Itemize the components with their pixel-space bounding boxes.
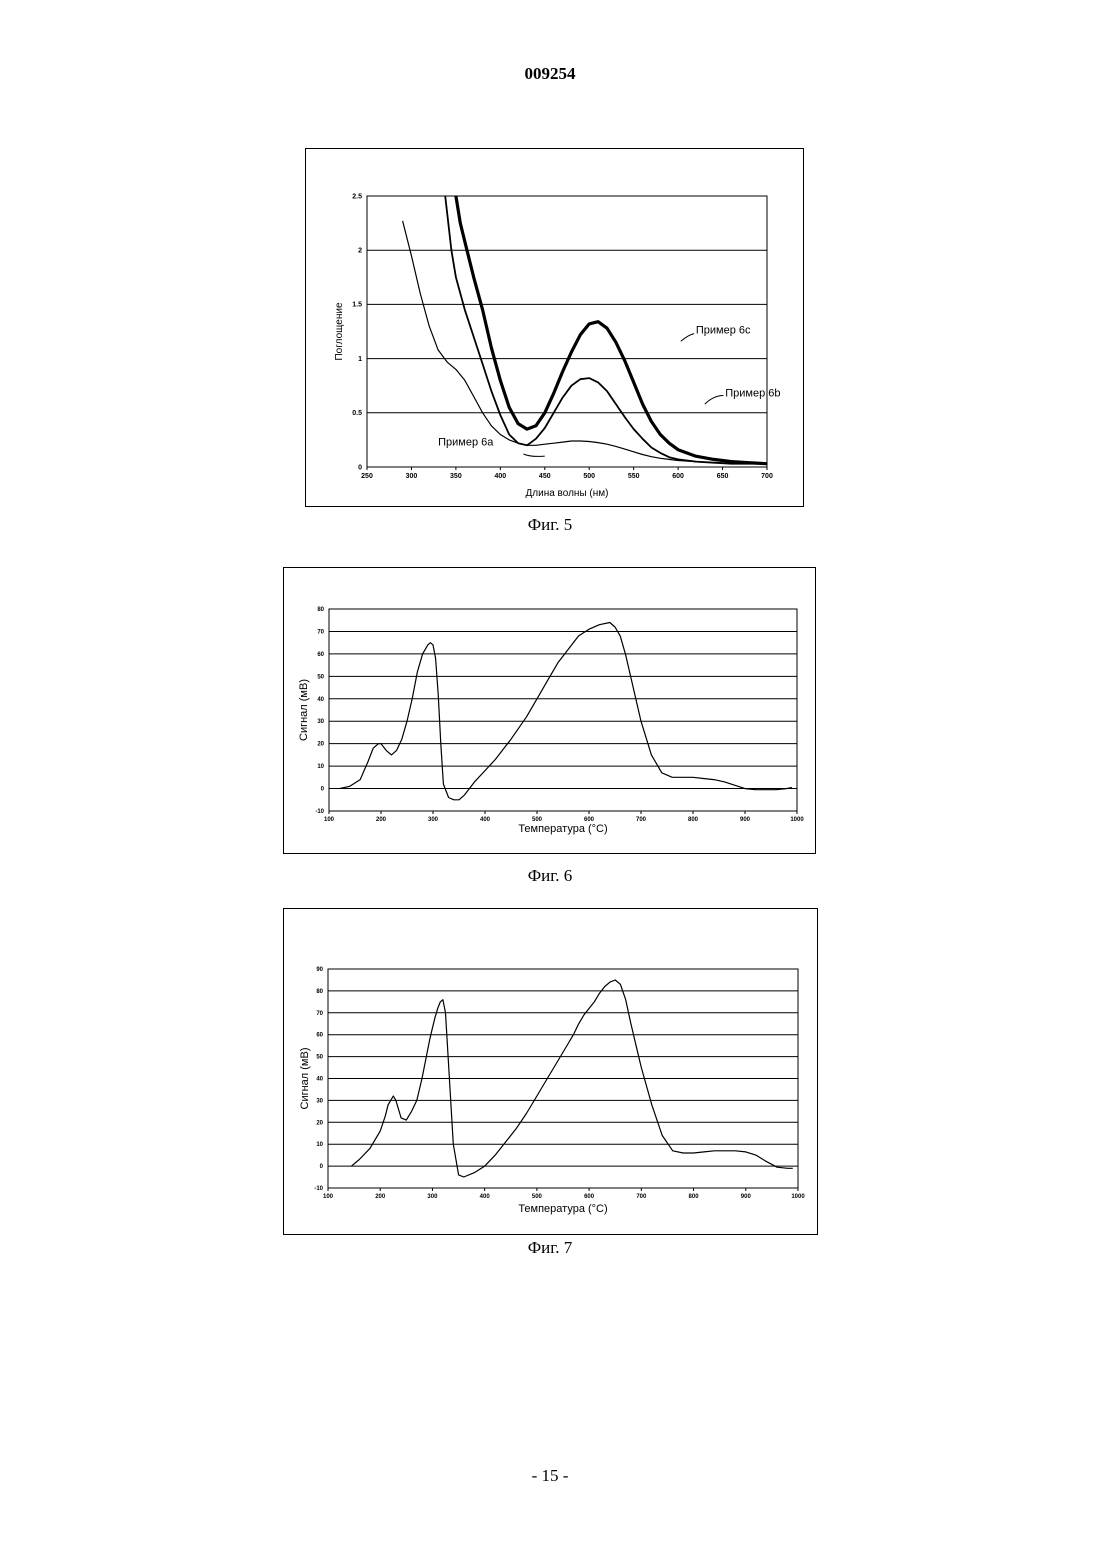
x-tick-label: 500 [532,1194,543,1200]
y-tick-label: 30 [316,1098,323,1104]
x-tick-label: 900 [741,1194,752,1200]
x-tick-label: 800 [689,1194,700,1200]
x-tick-label: 200 [375,1194,386,1200]
x-axis-label: Температура (°С) [518,1203,607,1215]
figure-7-caption: Фиг. 7 [0,1238,1100,1258]
y-tick-label: 70 [316,1011,323,1017]
y-tick-label: 10 [316,1142,323,1148]
y-tick-label: 20 [316,1120,323,1126]
x-tick-label: 400 [480,1194,491,1200]
y-tick-label: 40 [316,1077,323,1083]
y-tick-label: 80 [316,989,323,995]
x-tick-label: 300 [427,1194,438,1200]
x-tick-label: 100 [323,1194,334,1200]
y-tick-label: 90 [316,967,323,973]
y-tick-label: 60 [316,1033,323,1039]
x-tick-label: 700 [636,1194,647,1200]
y-tick-label: -10 [314,1186,323,1192]
y-tick-label: 0 [320,1164,324,1170]
page-number: - 15 - [0,1466,1100,1486]
y-axis-label: Сигнал (мВ) [299,1048,311,1110]
y-tick-label: 50 [316,1055,323,1061]
x-tick-label: 1000 [791,1194,805,1200]
x-tick-label: 600 [584,1194,595,1200]
